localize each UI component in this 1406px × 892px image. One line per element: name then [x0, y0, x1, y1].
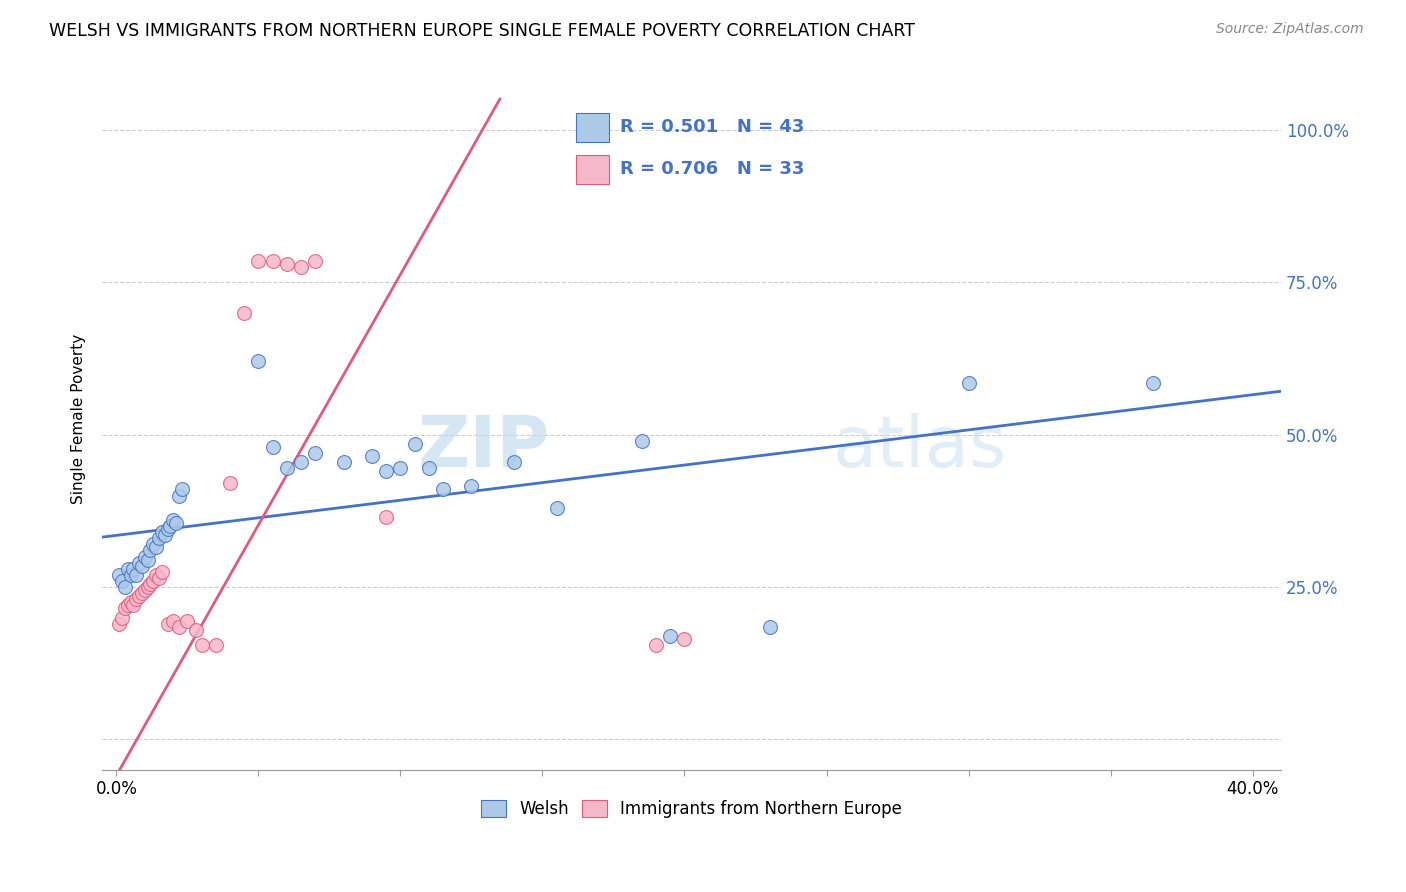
Point [276, 257, 298, 271]
Point [111, 610, 134, 624]
Point [262, 253, 284, 268]
Point [131, 558, 153, 573]
Point [117, 562, 139, 576]
Point [375, 509, 398, 524]
Point [139, 543, 162, 558]
Point [142, 537, 165, 551]
Point [170, 483, 193, 497]
Point [389, 461, 412, 475]
Point [247, 354, 270, 368]
Point [125, 592, 148, 607]
Point [114, 601, 136, 615]
Point [142, 574, 165, 588]
Point [631, 434, 654, 448]
Point [153, 528, 176, 542]
Point [184, 623, 207, 637]
Point [120, 595, 142, 609]
Point [503, 455, 526, 469]
Point [111, 574, 134, 588]
Point [148, 571, 170, 585]
Point [304, 253, 326, 268]
Point [128, 556, 150, 570]
Point [108, 616, 131, 631]
Point [418, 461, 440, 475]
Point [375, 464, 398, 478]
Point [290, 455, 312, 469]
Point [134, 582, 156, 597]
Point [159, 519, 181, 533]
Point [361, 449, 384, 463]
Point [120, 567, 142, 582]
Point [404, 436, 426, 450]
Point [165, 516, 187, 530]
Point [290, 260, 312, 274]
Point [131, 586, 153, 600]
Point [276, 461, 298, 475]
Text: ZIP: ZIP [418, 413, 550, 482]
Text: WELSH VS IMMIGRANTS FROM NORTHERN EUROPE SINGLE FEMALE POVERTY CORRELATION CHART: WELSH VS IMMIGRANTS FROM NORTHERN EUROPE… [49, 22, 915, 40]
Point [156, 522, 179, 536]
Point [758, 620, 780, 634]
Point [145, 567, 167, 582]
Point [148, 531, 170, 545]
Point [645, 638, 668, 652]
Point [117, 599, 139, 613]
Point [122, 562, 145, 576]
Point [150, 525, 173, 540]
Point [162, 513, 184, 527]
Point [136, 552, 159, 566]
Point [114, 580, 136, 594]
Point [546, 500, 568, 515]
Point [134, 549, 156, 564]
Point [673, 632, 696, 646]
Point [460, 479, 482, 493]
Point [167, 489, 190, 503]
Point [190, 638, 212, 652]
Point [262, 440, 284, 454]
Point [205, 638, 228, 652]
Legend: Welsh, Immigrants from Northern Europe: Welsh, Immigrants from Northern Europe [474, 793, 910, 825]
Point [304, 446, 326, 460]
Point [1142, 376, 1164, 390]
Point [432, 483, 454, 497]
Point [247, 253, 270, 268]
Point [136, 580, 159, 594]
Point [162, 614, 184, 628]
Point [156, 616, 179, 631]
Point [219, 476, 242, 491]
Point [332, 455, 354, 469]
Point [659, 629, 682, 643]
Point [139, 577, 162, 591]
Point [176, 614, 198, 628]
Point [233, 305, 256, 319]
Point [145, 541, 167, 555]
Point [122, 599, 145, 613]
Y-axis label: Single Female Poverty: Single Female Poverty [72, 334, 86, 504]
Point [108, 567, 131, 582]
Point [167, 620, 190, 634]
Point [128, 589, 150, 603]
Point [957, 376, 980, 390]
Text: Source: ZipAtlas.com: Source: ZipAtlas.com [1216, 22, 1364, 37]
Point [125, 567, 148, 582]
Text: atlas: atlas [832, 413, 1008, 482]
Point [150, 565, 173, 579]
